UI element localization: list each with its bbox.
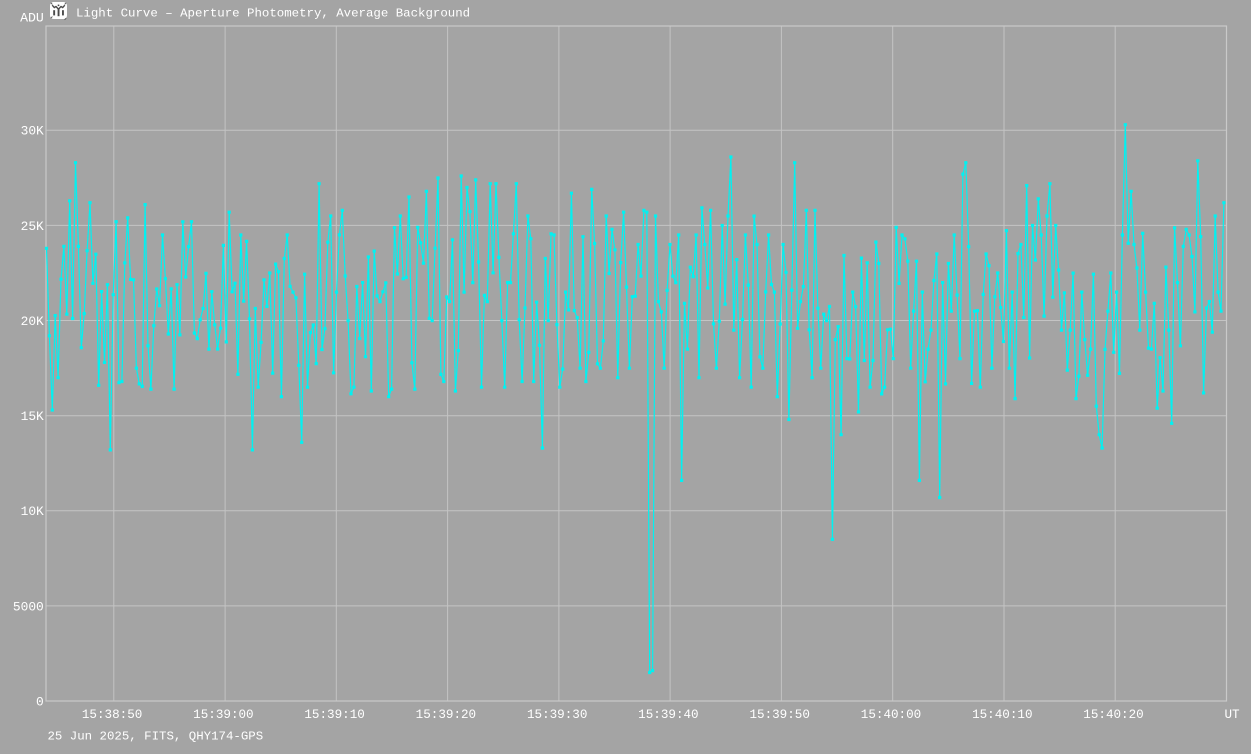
svg-text:15:39:10: 15:39:10 (304, 708, 364, 722)
svg-text:15:39:30: 15:39:30 (527, 708, 587, 722)
svg-text:Light Curve – Aperture Photome: Light Curve – Aperture Photometry, Avera… (76, 7, 470, 21)
svg-text:15:40:10: 15:40:10 (972, 708, 1032, 722)
svg-text:0: 0 (36, 694, 44, 709)
svg-text:20K: 20K (21, 314, 44, 329)
svg-text:15:39:20: 15:39:20 (416, 708, 476, 722)
svg-text:5000: 5000 (13, 599, 44, 614)
svg-text:30K: 30K (21, 124, 44, 139)
svg-text:25K: 25K (21, 219, 44, 234)
svg-text:15:40:20: 15:40:20 (1083, 708, 1143, 722)
svg-text:15:40:00: 15:40:00 (861, 708, 921, 722)
svg-text:15K: 15K (21, 409, 44, 424)
svg-text:ADU: ADU (20, 11, 44, 26)
svg-text:10K: 10K (21, 504, 44, 519)
svg-text:25 Jun 2025, FITS, QHY174-GPS: 25 Jun 2025, FITS, QHY174-GPS (48, 730, 264, 744)
svg-text:15:39:00: 15:39:00 (193, 708, 253, 722)
svg-text:15:39:40: 15:39:40 (638, 708, 698, 722)
svg-text:15:38:50: 15:38:50 (82, 708, 142, 722)
svg-text:UT: UT (1224, 708, 1240, 722)
svg-text:15:39:50: 15:39:50 (749, 708, 809, 722)
